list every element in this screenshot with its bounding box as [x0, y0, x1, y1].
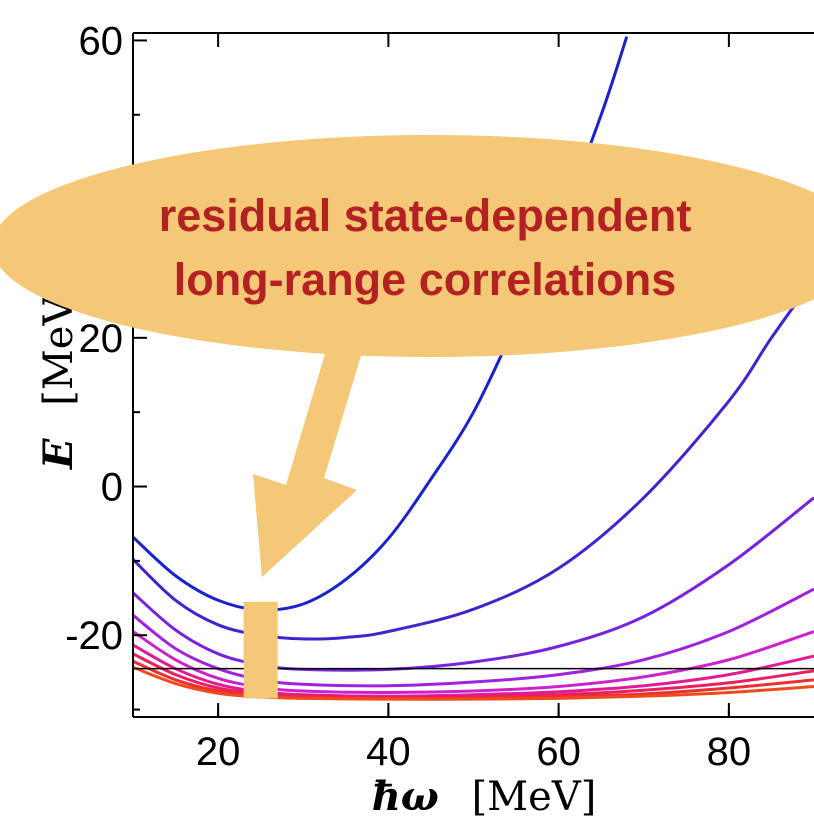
series-line-3 [133, 496, 814, 672]
x-axis-symbol: ħω [372, 773, 439, 820]
y-tick-label: 60 [79, 19, 124, 63]
callout-ellipse [0, 135, 814, 357]
x-tick-label: 80 [707, 730, 752, 774]
series-line-9 [133, 665, 814, 701]
x-axis-unit: [MeV] [472, 774, 597, 820]
x-axis-label: ħω [MeV] [372, 773, 597, 820]
x-tick-label: 40 [366, 730, 411, 774]
y-tick-label: 0 [101, 466, 123, 510]
axes [132, 32, 814, 718]
callout-text-line2: long-range correlations [174, 254, 677, 305]
highlight-bar [243, 601, 278, 699]
series-line-6 [133, 643, 814, 698]
callout-annotation: residual state-dependent long-range corr… [0, 135, 814, 699]
x-tick-label: 60 [536, 730, 581, 774]
y-tick-label: 20 [79, 317, 124, 361]
series-line-4 [133, 587, 814, 688]
x-tick-label: 20 [196, 730, 241, 774]
series-line-5 [133, 630, 814, 694]
callout-text-line1: residual state-dependent [159, 190, 692, 241]
series-line-2 [133, 277, 814, 641]
tick-labels: 204060806040200-20 [65, 19, 751, 774]
y-tick-label: -20 [65, 614, 123, 658]
y-axis-symbol: E [35, 438, 82, 470]
